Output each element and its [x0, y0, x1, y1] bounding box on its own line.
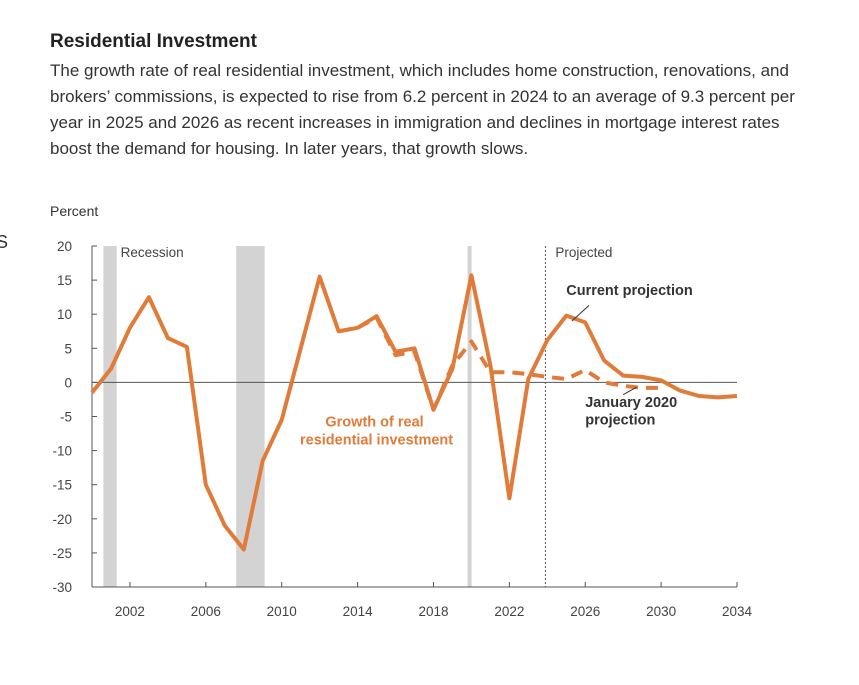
recession-bar [103, 246, 117, 587]
january-label-line-2: projection [585, 413, 655, 429]
y-tick-label: 0 [64, 375, 72, 390]
series-label: Growth of real residential investment [300, 415, 453, 449]
y-tick-label: 5 [64, 341, 72, 356]
series-label-line-1: Growth of real [325, 415, 423, 431]
y-axis-ticks: 20 15 10 5 0 -5 -10 -15 -20 -25 -30 [52, 239, 97, 595]
current-projection-arrow [571, 304, 590, 322]
x-tick-label: 2026 [570, 604, 600, 619]
y-axis-unit-label: Percent [50, 203, 99, 219]
series-label-line-2: residential investment [300, 432, 453, 448]
x-tick-label: 2034 [722, 604, 753, 619]
x-tick-label: 2002 [115, 604, 145, 619]
january-projection-label: January 2020 projection [585, 395, 681, 429]
projected-label: Projected [555, 245, 612, 260]
x-axis-ticks: 2002 2006 2010 2014 2018 2022 2026 2030 2034 [115, 582, 753, 619]
current-projection-label: Current projection [566, 283, 692, 299]
y-tick-label: 20 [57, 239, 72, 254]
chart-title: Residential Investment [50, 31, 257, 52]
x-tick-label: 2006 [191, 604, 221, 619]
x-tick-label: 2018 [418, 604, 448, 619]
y-tick-label: -20 [52, 512, 72, 527]
annotations: Growth of real residential investment Cu… [300, 283, 693, 448]
edge-glyph: S [0, 232, 9, 252]
y-tick-label: -25 [52, 546, 72, 561]
series-lines [90, 273, 738, 552]
recession-bars [103, 246, 472, 587]
x-tick-label: 2030 [646, 604, 676, 619]
recession-label: Recession [121, 245, 184, 260]
current-series-line [90, 273, 738, 552]
recession-bar [236, 246, 265, 587]
chart-subtitle: The growth rate of real residential inve… [50, 61, 795, 158]
january-projection-arrow [622, 386, 637, 396]
y-tick-label: -5 [60, 410, 72, 425]
y-tick-label: 15 [57, 273, 72, 288]
recession-bar [467, 246, 472, 587]
x-tick-label: 2022 [494, 604, 524, 619]
y-tick-label: -10 [52, 444, 72, 459]
january-2020-projection-line [338, 315, 662, 412]
y-tick-label: -30 [52, 580, 72, 595]
y-tick-label: 10 [57, 307, 72, 322]
x-tick-label: 2014 [343, 604, 374, 619]
y-tick-label: -15 [52, 478, 72, 493]
january-label-line-1: January 2020 [585, 395, 677, 411]
x-tick-label: 2010 [267, 604, 297, 619]
